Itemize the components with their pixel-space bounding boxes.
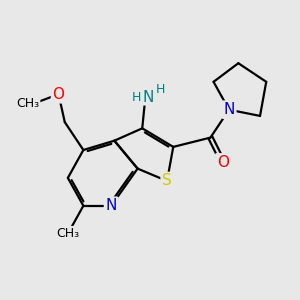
- Text: N: N: [142, 90, 154, 105]
- Text: CH₃: CH₃: [56, 227, 80, 240]
- Text: N: N: [106, 198, 117, 213]
- Text: N: N: [223, 102, 235, 117]
- Text: O: O: [52, 87, 64, 102]
- Text: H: H: [156, 83, 166, 96]
- Text: CH₃: CH₃: [16, 97, 39, 110]
- Text: H: H: [131, 91, 141, 104]
- Text: S: S: [162, 173, 172, 188]
- Text: O: O: [217, 155, 229, 170]
